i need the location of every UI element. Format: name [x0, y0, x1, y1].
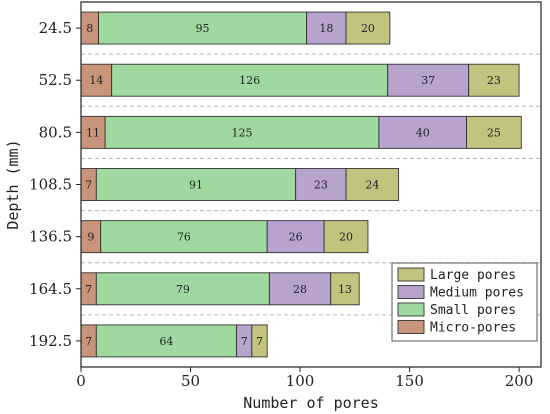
bar-value-label: 91	[189, 179, 203, 192]
bar-value-label: 23	[487, 74, 501, 87]
bar-segment	[468, 63, 520, 97]
bar-segment	[345, 168, 400, 201]
bar-value-label: 20	[339, 231, 353, 244]
bar-value-label: 9	[87, 231, 94, 244]
legend: Large pores Medium pores Small pores Micro-…	[391, 262, 538, 342]
bar-value-label: 13	[338, 283, 352, 296]
bar-value-label: 76	[177, 231, 191, 244]
bar-value-label: 79	[176, 283, 190, 296]
bar-value-label: 7	[241, 335, 248, 348]
bar-value-label: 95	[196, 22, 210, 35]
y-tick-label: 136.5	[29, 228, 72, 246]
bar-segment	[266, 220, 325, 254]
bar-segment	[345, 11, 391, 45]
legend-swatch	[397, 320, 425, 334]
legend-label: Large pores	[430, 268, 516, 283]
bars	[80, 11, 522, 358]
legend-swatch	[397, 267, 425, 282]
bar-value-label: 7	[85, 283, 92, 296]
y-axis-ticks: 24.5 52.5 80.5 108.5 136.5 164.5 192.5	[29, 19, 81, 350]
bar-value-label: 40	[416, 126, 430, 139]
bar-value-label: 24	[365, 179, 379, 192]
bar-segment	[295, 168, 347, 201]
bar-segment	[306, 11, 347, 45]
y-tick-label: 24.5	[39, 19, 72, 37]
legend-swatch	[397, 302, 425, 317]
legend-label: Small pores	[430, 303, 516, 318]
bar-value-label: 28	[293, 283, 307, 296]
bar-segment	[466, 115, 522, 149]
y-axis-title: Depth (mm)	[4, 139, 22, 229]
bar-segment	[95, 168, 297, 201]
bar-segment	[330, 272, 360, 306]
bar-value-label: 7	[85, 179, 92, 192]
bar-value-label: 23	[314, 179, 328, 192]
bar-value-label: 26	[289, 231, 303, 244]
bar-segment	[378, 115, 467, 149]
x-tick-label: 100	[286, 372, 315, 390]
y-tick-label: 108.5	[29, 176, 72, 194]
x-tick-label: 50	[181, 372, 200, 390]
bar-segment	[80, 63, 113, 97]
y-tick-label: 192.5	[29, 332, 72, 350]
bar-value-label: 126	[239, 74, 260, 87]
y-tick-label: 164.5	[29, 280, 72, 298]
x-axis-title: Number of pores	[243, 394, 378, 412]
bar-value-label: 37	[421, 74, 435, 87]
bar-value-label: 64	[159, 335, 173, 348]
bar-value-label: 11	[86, 126, 100, 139]
y-tick-label: 52.5	[39, 71, 72, 89]
bar-segment	[111, 63, 389, 97]
legend-label: Medium pores	[430, 286, 524, 301]
legend-label: Micro-pores	[430, 321, 516, 336]
bar-value-label: 25	[487, 126, 501, 139]
bar-segment	[100, 220, 268, 254]
bar-segment	[323, 220, 369, 254]
bar-labels: 8 95 18 20 14 126 37 23 11 125 40 25 7 91 23 24 9 76 26 20 7…	[85, 22, 501, 348]
x-tick-label: 150	[395, 372, 424, 390]
bar-segment	[104, 115, 380, 149]
legend-swatch	[397, 285, 425, 299]
bar-segment	[95, 272, 270, 306]
bar-segment	[387, 63, 470, 97]
bar-segment	[251, 324, 268, 358]
y-tick-label: 80.5	[39, 123, 72, 141]
bar-value-label: 20	[361, 22, 375, 35]
x-tick-label: 0	[76, 372, 86, 390]
bar-value-label: 125	[232, 126, 253, 139]
bar-value-label: 8	[86, 22, 93, 35]
bar-value-label: 18	[319, 22, 333, 35]
x-axis-ticks: 0 50 100 150 200	[76, 367, 533, 390]
bar-value-label: 14	[89, 74, 103, 87]
bar-value-label: 7	[256, 335, 263, 348]
bar-segment	[98, 11, 308, 45]
bar-segment	[95, 324, 237, 358]
x-tick-label: 200	[505, 372, 534, 390]
bar-value-label: 7	[85, 335, 92, 348]
